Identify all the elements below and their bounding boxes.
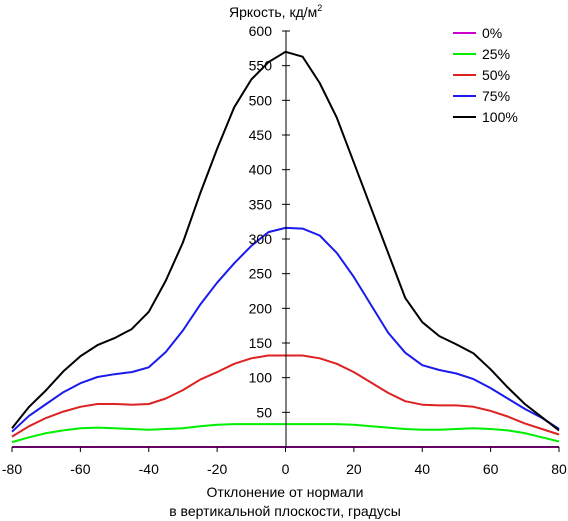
legend-label-2: 50% xyxy=(482,67,510,83)
y-ticks: 50 100 150 200 250 300 350 400 450 500 550 600 xyxy=(249,23,290,420)
legend-label-1: 25% xyxy=(482,46,510,62)
legend: 0% 25% 50% 75% 100% xyxy=(453,25,518,125)
y-tick-label: 600 xyxy=(249,23,273,39)
y-tick-label: 400 xyxy=(249,162,273,178)
x-tick-label: 0 xyxy=(282,461,290,477)
legend-label-0: 0% xyxy=(482,25,502,41)
y-tick-label: 350 xyxy=(249,196,273,212)
x-tick-label: -20 xyxy=(207,461,227,477)
y-tick-label: 150 xyxy=(249,335,273,351)
x-tick-label: -60 xyxy=(70,461,90,477)
legend-label-3: 75% xyxy=(482,88,510,104)
x-tick-label: -80 xyxy=(2,461,22,477)
x-axis-title-line-2: в вертикальной плоскости, градусы xyxy=(169,503,401,519)
y-tick-label: 500 xyxy=(249,92,273,108)
y-tick-label: 100 xyxy=(249,370,273,386)
y-tick-label: 450 xyxy=(249,127,273,143)
y-axis-title-superscript: 2 xyxy=(317,3,322,13)
x-tick-label: 20 xyxy=(346,461,362,477)
x-ticks: -80 -60 -40 -20 0 20 40 60 80 xyxy=(2,447,567,477)
x-axis-title-line-1: Отклонение от нормали xyxy=(207,484,364,500)
x-tick-label: 40 xyxy=(414,461,430,477)
x-tick-label: -40 xyxy=(139,461,159,477)
x-tick-label: 80 xyxy=(551,461,567,477)
y-tick-label: 550 xyxy=(249,58,273,74)
y-tick-label: 250 xyxy=(249,266,273,282)
y-tick-label: 200 xyxy=(249,300,273,316)
legend-label-4: 100% xyxy=(482,109,518,125)
x-tick-label: 60 xyxy=(483,461,499,477)
y-tick-label: 50 xyxy=(256,404,272,420)
y-axis-title: Яркость, кд/м2 xyxy=(229,3,322,20)
y-tick-label: 300 xyxy=(249,231,273,247)
y-axis-title-main: Яркость, кд/м xyxy=(229,4,317,20)
